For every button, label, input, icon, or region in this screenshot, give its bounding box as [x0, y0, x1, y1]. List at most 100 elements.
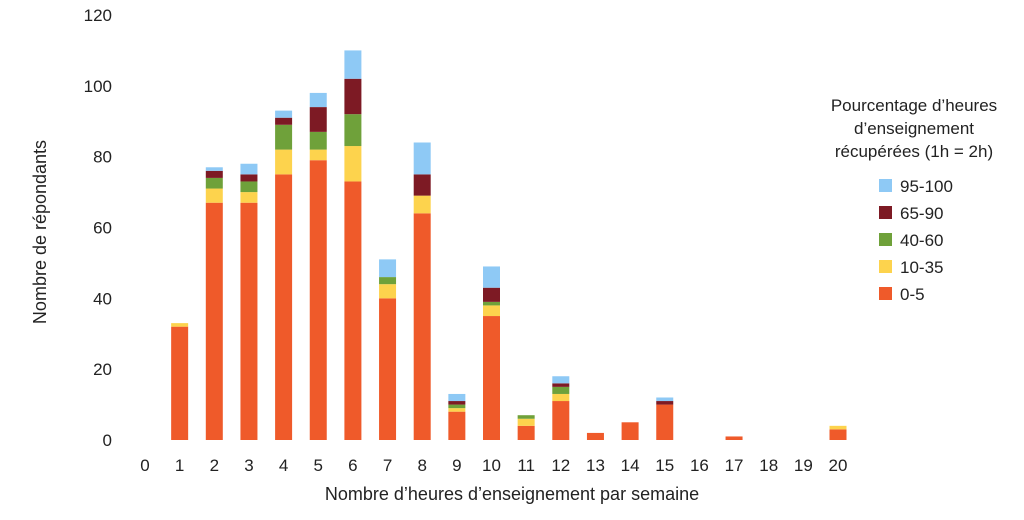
bar-segment-95-100	[205, 167, 223, 171]
x-axis-title: Nombre d’heures d’enseignement par semai…	[325, 484, 699, 504]
bar-segment-40-60	[205, 177, 223, 189]
legend-title-line-2: d’enseignement	[854, 119, 974, 138]
y-axis-title: Nombre de répondants	[30, 140, 50, 324]
bar-segment-0-5	[309, 160, 327, 441]
legend-items: 95-100 65-90 40-60 10-35 0-5	[879, 177, 953, 304]
bars-layer	[171, 50, 847, 441]
x-tick-label: 9	[452, 456, 461, 475]
bar-segment-95-100	[240, 163, 258, 175]
x-tick-label: 16	[690, 456, 709, 475]
bar-segment-0-5	[517, 425, 535, 440]
bar-segment-95-100	[448, 393, 466, 402]
y-tick-label: 60	[93, 219, 112, 238]
bar-segment-0-5	[829, 429, 847, 440]
bar-segment-10-35	[552, 393, 570, 402]
x-tick-label: 13	[586, 456, 605, 475]
legend-label-40-60: 40-60	[900, 231, 943, 250]
bar-segment-40-60	[309, 131, 327, 150]
x-tick-label: 15	[655, 456, 674, 475]
bar-segment-65-90	[448, 401, 466, 405]
bar-segment-10-35	[448, 408, 466, 412]
bar-segment-10-35	[344, 146, 362, 182]
y-tick-label: 100	[84, 77, 112, 96]
x-tick-label: 7	[383, 456, 392, 475]
bar-segment-0-5	[379, 298, 397, 440]
y-tick-label: 0	[103, 431, 112, 450]
bar-segment-95-100	[552, 376, 570, 384]
bar-segment-40-60	[275, 124, 293, 150]
x-tick-label: 20	[829, 456, 848, 475]
bar-segment-10-35	[240, 192, 258, 203]
bar-segment-65-90	[309, 107, 327, 132]
bar-segment-0-5	[448, 411, 466, 440]
bar-segment-95-100	[344, 50, 362, 79]
bar-segment-65-90	[240, 174, 258, 182]
bar-segment-0-5	[275, 174, 293, 440]
x-tick-label: 12	[551, 456, 570, 475]
bar-segment-95-100	[379, 259, 397, 278]
legend-swatch-65-90	[879, 206, 892, 219]
x-tick-label: 6	[348, 456, 357, 475]
bar-segment-0-5	[413, 213, 431, 440]
bar-segment-0-5	[552, 401, 570, 440]
bar-segment-65-90	[205, 170, 223, 178]
bar-segment-40-60	[240, 181, 258, 193]
legend-swatch-40-60	[879, 233, 892, 246]
bar-segment-10-35	[205, 188, 223, 203]
x-tick-label: 10	[482, 456, 501, 475]
bar-segment-10-35	[483, 305, 500, 317]
bar-segment-10-35	[379, 284, 397, 299]
bar-segment-95-100	[413, 142, 431, 175]
x-tick-label: 0	[140, 456, 149, 475]
x-tick-label: 11	[517, 456, 535, 475]
bar-segment-95-100	[483, 266, 500, 288]
bar-segment-10-35	[171, 323, 189, 327]
legend-label-10-35: 10-35	[900, 258, 943, 277]
x-tick-label: 1	[175, 456, 184, 475]
bar-segment-10-35	[829, 425, 847, 430]
legend-label-0-5: 0-5	[900, 285, 925, 304]
bar-segment-0-5	[205, 202, 223, 440]
bar-segment-0-5	[240, 202, 258, 440]
legend-swatch-0-5	[879, 287, 892, 300]
legend: Pourcentage d’heures d’enseignement récu…	[831, 96, 997, 304]
x-tick-label: 4	[279, 456, 288, 475]
legend-label-65-90: 65-90	[900, 204, 943, 223]
bar-segment-40-60	[379, 277, 397, 285]
bar-segment-0-5	[656, 404, 674, 440]
bar-segment-0-5	[344, 181, 362, 441]
y-tick-label: 80	[93, 148, 112, 167]
x-tick-labels: 0 1 2 3 4 5 6 7 8 9 10 11 12 13 14 15 16 17 18 19 20	[140, 456, 847, 475]
x-tick-label: 3	[244, 456, 253, 475]
x-tick-label: 2	[210, 456, 219, 475]
y-tick-label: 20	[93, 360, 112, 379]
legend-label-95-100: 95-100	[900, 177, 953, 196]
bar-segment-0-5	[586, 432, 604, 440]
bar-segment-40-60	[344, 114, 362, 147]
y-tick-label: 40	[93, 289, 112, 308]
bar-segment-40-60	[483, 301, 500, 306]
x-tick-label: 14	[621, 456, 640, 475]
bar-segment-0-5	[171, 326, 189, 440]
y-tick-label: 120	[84, 6, 112, 25]
bar-segment-95-100	[656, 397, 674, 402]
x-tick-label: 19	[794, 456, 813, 475]
bar-segment-65-90	[344, 78, 362, 115]
bar-segment-65-90	[275, 117, 293, 125]
bar-segment-0-5	[621, 422, 639, 440]
x-tick-label: 17	[725, 456, 744, 475]
bar-segment-40-60	[552, 386, 570, 394]
legend-swatch-10-35	[879, 260, 892, 273]
x-tick-label: 8	[417, 456, 426, 475]
bar-segment-10-35	[413, 195, 431, 214]
x-tick-label: 18	[759, 456, 778, 475]
legend-title-line-3: récupérées (1h = 2h)	[835, 142, 993, 161]
bar-segment-95-100	[309, 92, 327, 108]
bar-segment-95-100	[275, 110, 293, 118]
bar-segment-65-90	[552, 383, 570, 387]
bar-segment-65-90	[656, 401, 674, 405]
bar-segment-10-35	[309, 149, 327, 161]
bar-segment-40-60	[517, 415, 535, 419]
y-tick-labels: 0 20 40 60 80 100 120	[84, 6, 112, 450]
